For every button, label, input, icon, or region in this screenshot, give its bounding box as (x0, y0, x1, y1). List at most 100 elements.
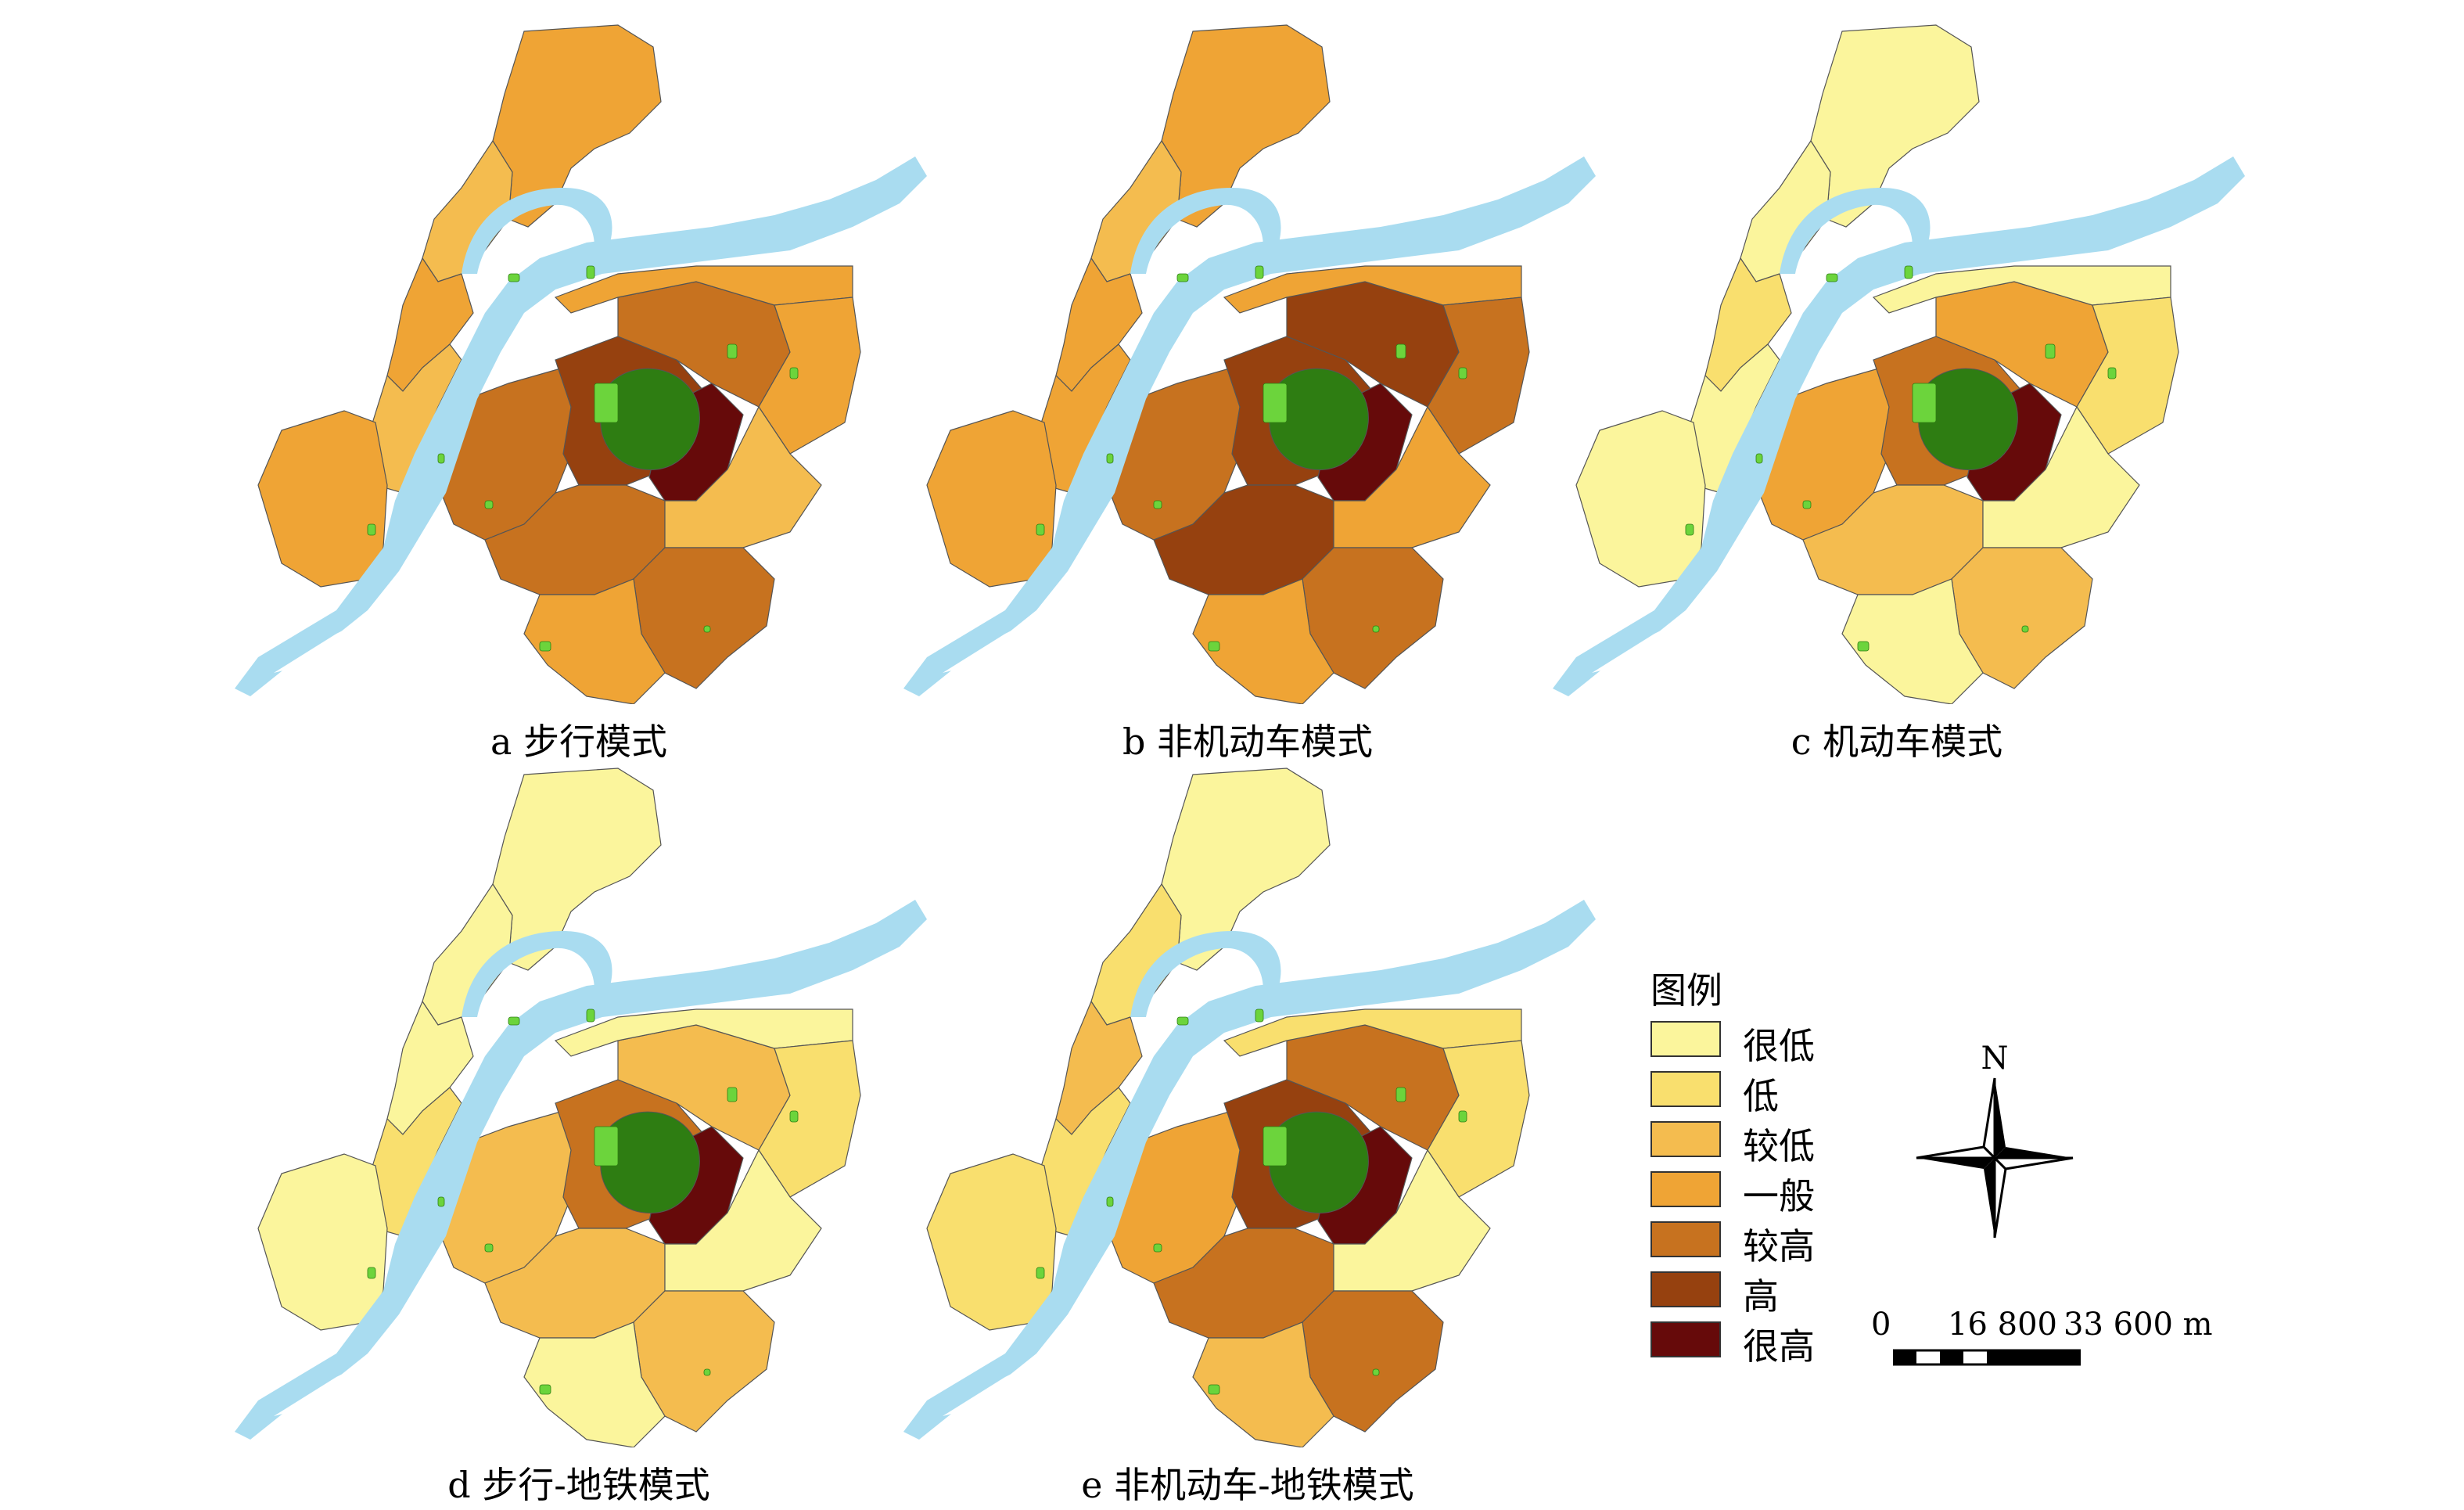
zone-south-far (1841, 578, 1984, 704)
river-island (274, 618, 368, 673)
north-arrow: N (1909, 1041, 2081, 1244)
park-area (600, 1111, 700, 1213)
legend-label: 高 (1743, 1275, 1779, 1318)
green-space (1153, 1243, 1162, 1253)
green-space (539, 641, 551, 652)
river-loop (1780, 188, 1931, 274)
green-space (1458, 367, 1467, 379)
green-space (2107, 367, 2117, 379)
legend-swatch (1650, 1021, 1721, 1057)
river (1553, 156, 2245, 696)
river-island (943, 618, 1036, 673)
green-space (727, 343, 738, 359)
green-space (1255, 1008, 1264, 1023)
green-space (437, 1196, 445, 1207)
legend-title: 图例 (1650, 969, 1722, 1012)
park-area (600, 368, 700, 470)
map-a (235, 24, 927, 704)
map-e (903, 768, 1596, 1447)
river-island (274, 1361, 368, 1416)
zone-west-block (926, 1153, 1057, 1331)
compass-rose-icon (1916, 1077, 2074, 1239)
river-island (1592, 618, 1686, 673)
legend-label: 低 (1743, 1075, 1779, 1117)
zone-south-far (523, 1321, 666, 1447)
zone-east-block (1427, 1040, 1530, 1198)
river-loop (462, 931, 612, 1017)
river-loop (1130, 931, 1281, 1017)
green-space (1372, 1368, 1380, 1376)
green-space (539, 1384, 551, 1395)
green-space (727, 1087, 738, 1102)
legend-label: 较低 (1743, 1125, 1815, 1167)
green-space (1458, 1110, 1467, 1123)
green-space (1372, 625, 1380, 633)
river (903, 900, 1596, 1440)
green-space (1176, 273, 1189, 282)
scale-label-mid: 16 800 (1948, 1307, 2057, 1343)
map-panel-d: d 步行-地铁模式 (227, 759, 931, 1510)
zone-east-block (1427, 297, 1530, 455)
river (235, 900, 927, 1440)
zone-south-far (1192, 578, 1334, 704)
legend-swatch (1650, 1121, 1721, 1157)
zone-south-far (523, 578, 666, 704)
green-space (703, 1368, 711, 1376)
green-space (1912, 383, 1937, 423)
legend-swatch (1650, 1221, 1721, 1257)
green-space (508, 273, 520, 282)
zone-west-block (257, 1153, 388, 1331)
river (235, 156, 927, 696)
park-area (1269, 1111, 1369, 1213)
map-d (235, 768, 927, 1447)
caption-c: c 机动车模式 (1791, 721, 2003, 763)
green-space (1857, 641, 1870, 652)
scale-bar-graphic (1893, 1349, 2081, 1366)
green-space (1036, 1267, 1045, 1279)
map-panel-b: b 非机动车模式 (896, 16, 1600, 767)
north-label: N (1981, 1041, 2009, 1077)
green-space (1395, 343, 1406, 359)
park-area (1269, 368, 1369, 470)
river-loop (1130, 188, 1281, 274)
green-space (508, 1016, 520, 1026)
zone-east-block (2076, 297, 2179, 455)
map-b (903, 24, 1596, 704)
green-space (2021, 625, 2029, 633)
caption-d: d 步行-地铁模式 (447, 1464, 710, 1506)
river-island (943, 1361, 1036, 1416)
map-c (1553, 24, 2245, 704)
green-space (1106, 453, 1114, 464)
legend-swatch (1650, 1271, 1721, 1307)
zone-west-block (926, 410, 1057, 588)
caption-b: b 非机动车模式 (1122, 721, 1374, 763)
green-space (1802, 500, 1812, 509)
green-space (367, 1267, 376, 1279)
map-panel-c: c 机动车模式 (1545, 16, 2249, 767)
green-space (1208, 1384, 1220, 1395)
zone-west-block (1575, 410, 1706, 588)
green-space (484, 500, 494, 509)
legend-label: 较高 (1743, 1225, 1815, 1267)
legend-label: 一般 (1743, 1175, 1815, 1217)
green-space (2045, 343, 2056, 359)
zone-east-block (758, 1040, 861, 1198)
scale-bar: 0 16 800 33 600 m (1870, 1307, 2276, 1385)
park-area (1918, 368, 2018, 470)
caption-a: a 步行模式 (490, 721, 668, 763)
river-loop (462, 188, 612, 274)
green-space (1036, 523, 1045, 536)
green-space (789, 1110, 799, 1123)
scale-label-end: 33 600 m (2064, 1307, 2213, 1343)
green-space (1395, 1087, 1406, 1102)
green-space (484, 1243, 494, 1253)
green-space (1208, 641, 1220, 652)
green-space (586, 1008, 595, 1023)
legend-label: 很高 (1743, 1325, 1815, 1368)
map-panel-e: e 非机动车-地铁模式 (896, 759, 1600, 1510)
green-space (437, 453, 445, 464)
legend: 图例 很低 低 较低 一般 较高 高 很高 (1627, 962, 1877, 1400)
green-space (789, 367, 799, 379)
green-space (1263, 383, 1288, 423)
green-space (1755, 453, 1763, 464)
